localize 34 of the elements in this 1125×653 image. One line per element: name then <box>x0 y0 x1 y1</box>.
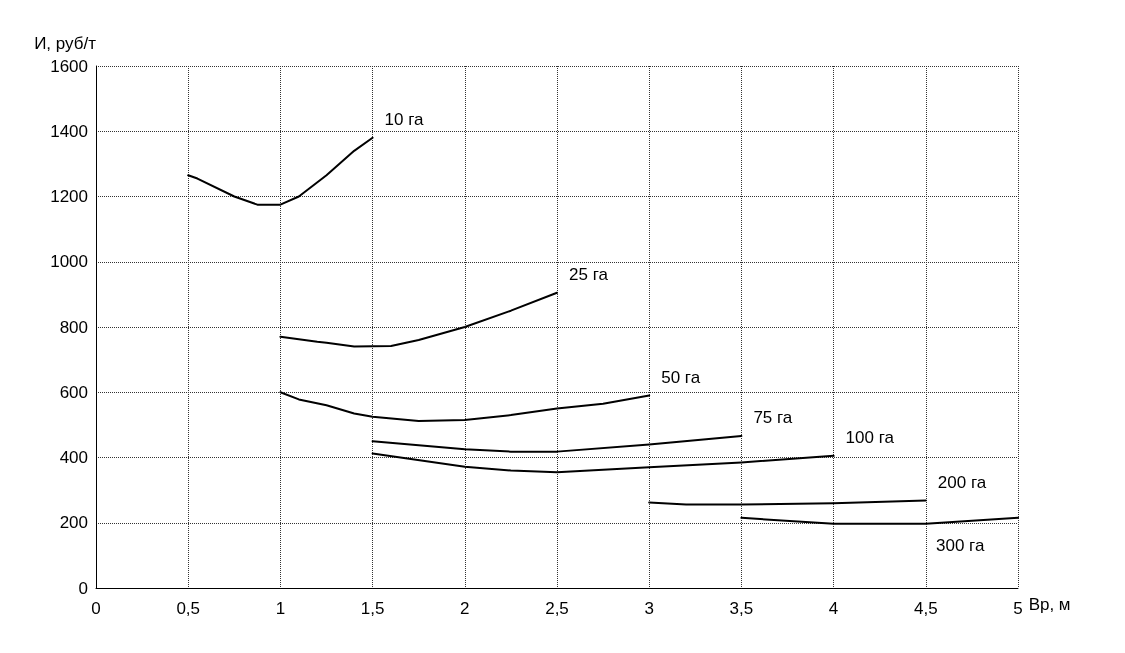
series-label: 300 га <box>936 536 985 556</box>
y-tick-label: 1600 <box>50 56 88 76</box>
line-series <box>187 136 374 206</box>
y-axis-title: И, руб/т <box>34 34 97 53</box>
x-tick-label: 3,5 <box>729 599 754 618</box>
x-tick-label: 0 <box>91 599 101 618</box>
y-tick-label: 1200 <box>50 187 88 206</box>
x-tick-label: 5 <box>1013 599 1023 618</box>
series-label: 200 га <box>937 473 987 493</box>
x-tick-label: 4 <box>828 599 839 618</box>
line-series <box>371 434 743 453</box>
line-series <box>279 291 558 348</box>
x-axis-title: Вр, м <box>1028 595 1071 614</box>
line-series <box>279 391 651 422</box>
x-tick-label: 0,5 <box>176 599 201 618</box>
y-tick-label: 200 <box>59 513 88 533</box>
line-series <box>371 452 835 474</box>
series-label: 100 га <box>845 428 895 448</box>
series-label: 50 га <box>661 368 701 388</box>
series-label: 75 га <box>753 408 793 428</box>
x-tick-label: 1,5 <box>360 599 385 618</box>
y-tick-label: 400 <box>59 448 88 467</box>
series-label: 25 га <box>569 265 609 285</box>
x-tick-label: 2 <box>460 599 470 618</box>
y-tick-label: 1000 <box>50 252 88 272</box>
series-label: 10 га <box>384 110 425 130</box>
y-tick-label: 600 <box>59 382 88 402</box>
y-tick-label: 0 <box>78 578 88 598</box>
y-tick-label: 1400 <box>50 121 88 141</box>
x-tick-label: 3 <box>644 599 654 618</box>
y-tick-label: 800 <box>59 317 88 337</box>
x-tick-label: 2,5 <box>545 599 569 618</box>
x-tick-label: 4,5 <box>913 599 938 618</box>
x-tick-label: 1 <box>275 599 286 618</box>
